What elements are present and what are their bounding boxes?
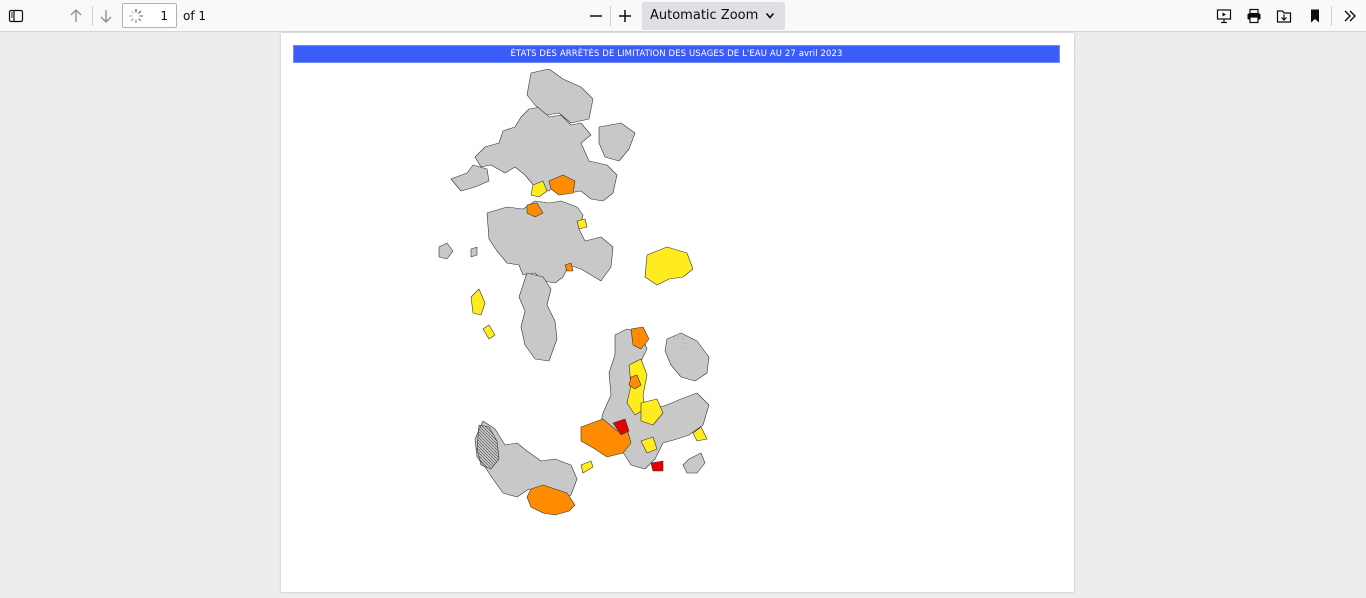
map-zone-crise <box>650 460 664 472</box>
loading-spinner-icon <box>668 333 688 350</box>
map-zone-vigilance <box>470 288 486 316</box>
map-zone-alerte <box>526 202 544 218</box>
map-zone-alerte <box>580 418 632 458</box>
map-region-south-center <box>518 272 558 362</box>
map-zone-vigilance <box>640 436 658 454</box>
presentation-mode-button[interactable] <box>1210 3 1238 29</box>
next-page-button[interactable] <box>92 3 120 29</box>
save-icon <box>1276 10 1292 23</box>
map-zone-crise <box>612 418 630 436</box>
map-zone-alerte <box>630 326 650 350</box>
pdf-page: ÉTATS DES ARRÊTÉS DE LIMITATION DES USAG… <box>281 33 1074 592</box>
map-zone-vigilance <box>644 246 694 286</box>
save-button[interactable] <box>1270 3 1298 29</box>
map-zone-alerte <box>628 374 642 390</box>
zoom-select[interactable]: Automatic Zoom <box>642 2 785 30</box>
map-region-far-west <box>438 242 454 260</box>
bookmark-button[interactable] <box>1301 3 1329 29</box>
map-zone-vigilance <box>580 460 594 474</box>
presentation-icon <box>1216 9 1232 24</box>
water-restriction-map <box>438 69 710 516</box>
page-number-value: 1 <box>160 9 168 23</box>
map-region-east <box>664 332 710 382</box>
map-zone-alerte <box>548 174 576 196</box>
chevron-down-icon <box>765 12 775 19</box>
sidebar-toggle-icon <box>8 9 24 23</box>
arrow-up-icon <box>70 9 82 22</box>
map-zone-vigilance <box>640 398 664 426</box>
map-zone-alerte <box>564 262 574 272</box>
map-zone-vigilance <box>692 426 708 442</box>
zoom-in-icon <box>619 10 631 22</box>
zoom-in-button[interactable] <box>611 3 639 29</box>
map-zone-vigilance <box>482 324 496 340</box>
page-number-input[interactable]: 1 <box>122 3 177 28</box>
chevrons-right-icon <box>1344 10 1356 22</box>
toolbar-separator <box>610 6 611 26</box>
page-count-label: of 1 <box>183 9 207 23</box>
map-region-northeast <box>598 122 636 162</box>
loading-spinner-icon <box>128 8 144 24</box>
previous-page-button[interactable] <box>62 3 90 29</box>
print-button[interactable] <box>1240 3 1268 29</box>
zoom-out-icon <box>590 15 602 17</box>
sidebar-toggle-button[interactable] <box>2 3 30 29</box>
map-region-center <box>486 200 614 284</box>
map-region-west <box>450 164 490 192</box>
toolbar-separator <box>92 6 93 26</box>
map-zone-vigilance <box>576 218 588 230</box>
arrow-down-icon <box>100 10 112 23</box>
map-zone-alerte <box>526 484 576 516</box>
zoom-select-value: Automatic Zoom <box>650 8 759 23</box>
print-icon <box>1247 8 1261 24</box>
map-region-north <box>474 106 618 202</box>
zoom-out-button[interactable] <box>582 3 610 29</box>
map-region-southwest-hatched <box>476 424 500 470</box>
toolbar-separator <box>1331 6 1332 26</box>
pdf-toolbar: 1 of 1 Automatic Zoom <box>0 0 1366 32</box>
map-region-north-top <box>526 69 594 124</box>
map-zone-vigilance <box>530 180 548 198</box>
document-banner-title: ÉTATS DES ARRÊTÉS DE LIMITATION DES USAG… <box>293 45 1060 63</box>
bookmark-icon <box>1311 9 1319 23</box>
more-tools-button[interactable] <box>1336 3 1364 29</box>
